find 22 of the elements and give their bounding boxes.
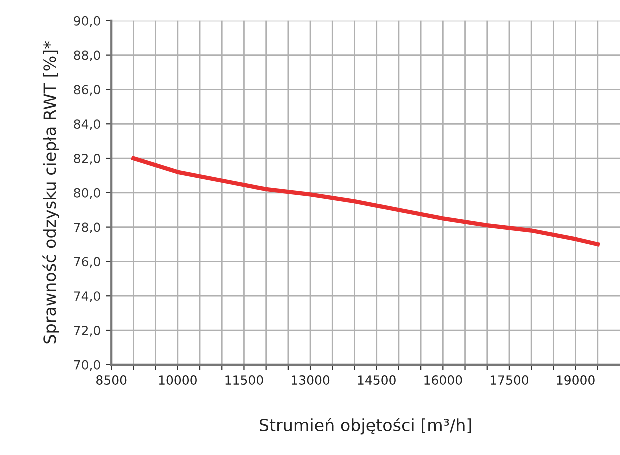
- x-tick-label: 8500: [96, 376, 127, 385]
- y-tick-label: 72,0: [74, 326, 100, 337]
- y-tick-label: 70,0: [74, 360, 100, 372]
- x-tick-label: 10000: [159, 376, 197, 385]
- y-tick-label: 80,0: [74, 188, 100, 200]
- x-tick-label: 13000: [292, 376, 330, 385]
- y-tick-label: 90,0: [74, 16, 100, 28]
- y-tick-label: 74,0: [74, 292, 100, 302]
- y-tick-label: 84,0: [74, 120, 100, 130]
- y-tick-label: 82,0: [74, 154, 100, 165]
- y-tick-label: 86,0: [74, 85, 100, 96]
- line-series: [132, 156, 600, 247]
- y-tick-label: 88,0: [74, 50, 100, 62]
- x-tick-label: 11500: [226, 376, 264, 385]
- x-tick-label: 16000: [424, 376, 462, 385]
- x-axis-title: Strumień objętości [m³/h]: [260, 418, 472, 435]
- x-tick-label: 17500: [490, 376, 529, 385]
- x-tick-label: 14500: [358, 376, 396, 385]
- y-tick-label: 78,0: [74, 222, 100, 234]
- y-tick-label: 76,0: [74, 257, 100, 268]
- y-axis-title: Sprawność odzysku ciepła RWT [%]*: [42, 42, 60, 344]
- x-tick-label: 19000: [557, 376, 595, 385]
